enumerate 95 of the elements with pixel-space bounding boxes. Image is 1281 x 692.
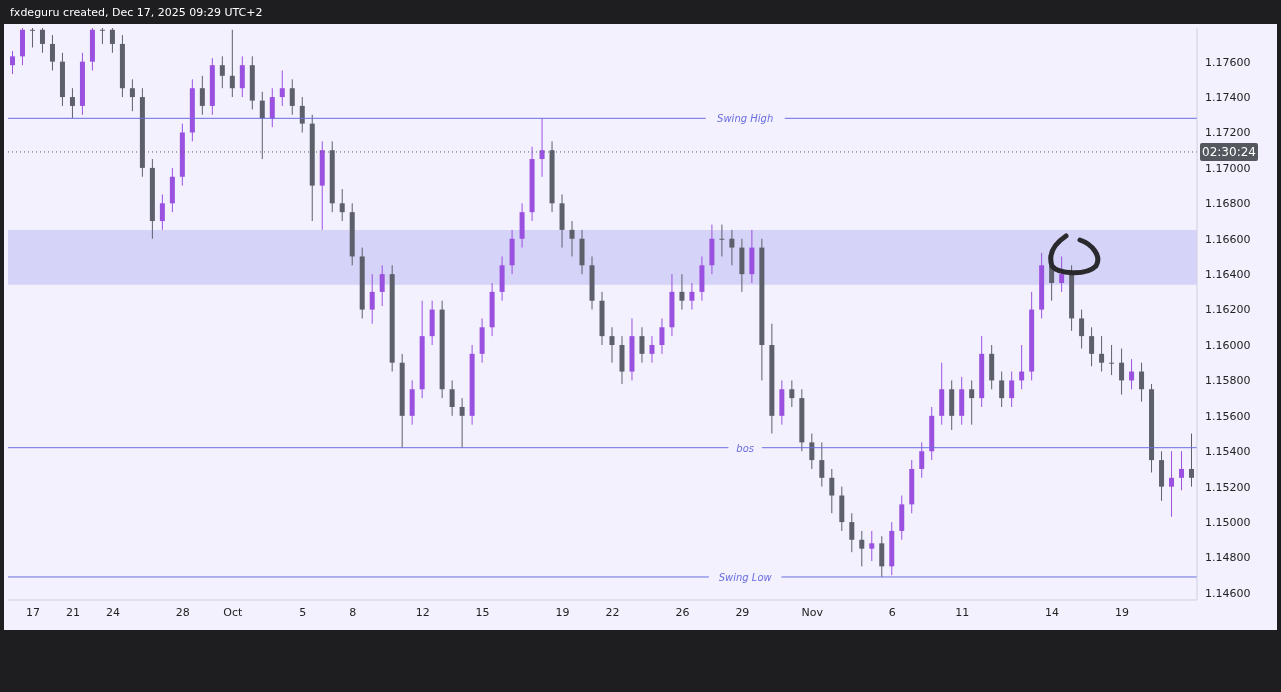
candlestick <box>1119 348 1125 396</box>
candlestick <box>219 55 225 89</box>
candlestick <box>459 397 465 449</box>
candlestick <box>1139 362 1145 403</box>
y-tick-label: 1.15800 <box>1205 374 1251 388</box>
candlestick <box>789 379 795 408</box>
candlestick <box>969 379 975 426</box>
candlestick <box>819 441 825 488</box>
chart-title: fxdeguru created, Dec 17, 2025 09:29 UTC+2 <box>10 6 263 19</box>
candlestick <box>239 55 245 98</box>
x-tick-label: 6 <box>888 605 896 619</box>
x-tick-label: 21 <box>65 605 80 619</box>
y-tick-label: 1.15400 <box>1205 445 1251 459</box>
x-tick-label: Oct <box>223 605 243 619</box>
ref-line-label: bos <box>736 442 755 454</box>
ref-line-label: Swing High <box>717 113 774 125</box>
candlestick <box>1109 344 1115 376</box>
x-tick-label: 19 <box>1115 605 1130 619</box>
candlestick <box>719 224 725 257</box>
y-tick-label: 1.14600 <box>1205 586 1251 600</box>
y-tick-label: 1.16200 <box>1205 303 1251 317</box>
y-tick-label: 1.16400 <box>1205 268 1251 282</box>
candlestick <box>1099 335 1105 373</box>
y-tick-label: 1.16000 <box>1205 338 1251 352</box>
candlestick <box>609 326 615 364</box>
candlestick <box>659 317 665 355</box>
candlestick <box>1089 326 1095 367</box>
candlestick <box>1129 358 1135 390</box>
candlestick <box>639 326 645 364</box>
candlestick <box>539 117 545 178</box>
candlestick <box>289 78 295 116</box>
candlestick <box>829 468 835 514</box>
candlestick <box>269 87 275 128</box>
candlestick <box>379 264 385 307</box>
candlestick <box>109 28 115 54</box>
candlestick <box>299 96 305 133</box>
candlestick <box>679 273 685 311</box>
x-tick-label: 17 <box>25 605 40 619</box>
candlestick <box>279 70 285 107</box>
candlestick <box>69 87 75 119</box>
text: 02:30:24 <box>1202 144 1256 159</box>
y-tick-label: 1.17000 <box>1205 161 1251 175</box>
y-tick-label: 1.16800 <box>1205 197 1251 211</box>
candlestick <box>339 188 345 222</box>
candlestick <box>49 34 55 71</box>
y-tick-label: 1.17200 <box>1205 126 1251 140</box>
x-tick-label: Nov <box>801 605 824 619</box>
candlestick <box>689 282 695 311</box>
y-tick-label: 1.17400 <box>1205 90 1251 104</box>
x-tick-label: 19 <box>555 605 570 619</box>
y-tick-label: 1.14800 <box>1205 551 1251 565</box>
candlestick <box>1179 450 1185 491</box>
candlestick <box>199 75 205 116</box>
candlestick <box>449 379 455 417</box>
x-tick-label: 28 <box>175 605 190 619</box>
candlestick <box>369 273 375 325</box>
candlestick <box>1059 255 1065 293</box>
candlestick <box>39 28 45 54</box>
candlestick <box>649 335 655 364</box>
candlestick <box>1009 371 1015 408</box>
y-tick-label: 1.15000 <box>1205 515 1251 529</box>
candlestick <box>859 530 865 567</box>
x-tick-label: 26 <box>675 605 690 619</box>
candlestick <box>729 229 735 266</box>
y-tick-label: 1.16600 <box>1205 232 1251 246</box>
candlestick <box>1189 433 1195 488</box>
candlestick <box>1169 450 1175 518</box>
x-tick-label: 11 <box>955 605 970 619</box>
candlestick <box>569 220 575 257</box>
candlestick <box>229 29 235 98</box>
y-tick-label: 1.17600 <box>1205 55 1251 69</box>
y-tick-label: 1.15200 <box>1205 480 1251 494</box>
candlestick <box>999 371 1005 408</box>
y-tick-label: 1.15600 <box>1205 409 1251 423</box>
x-tick-label: 14 <box>1045 605 1060 619</box>
ref-line-label: Swing Low <box>718 571 773 583</box>
candlestick <box>1079 309 1085 350</box>
x-tick-label: 29 <box>735 605 750 619</box>
x-tick-label: 15 <box>475 605 490 619</box>
candlestick <box>879 535 885 578</box>
candlestick <box>1019 344 1025 390</box>
candlestick <box>849 512 855 553</box>
candlestick <box>99 28 105 45</box>
candlestick <box>10 50 15 75</box>
x-tick-label: 8 <box>349 605 357 619</box>
candlestick <box>29 28 35 48</box>
x-tick-label: 24 <box>105 605 120 619</box>
candlestick <box>129 78 135 112</box>
x-tick-label: 5 <box>299 605 307 619</box>
x-tick-label: 22 <box>605 605 620 619</box>
candlestick <box>869 530 875 562</box>
x-tick-label: 12 <box>415 605 430 619</box>
candlestick <box>919 441 925 479</box>
candlestick <box>809 433 815 470</box>
candlestick <box>159 193 165 231</box>
